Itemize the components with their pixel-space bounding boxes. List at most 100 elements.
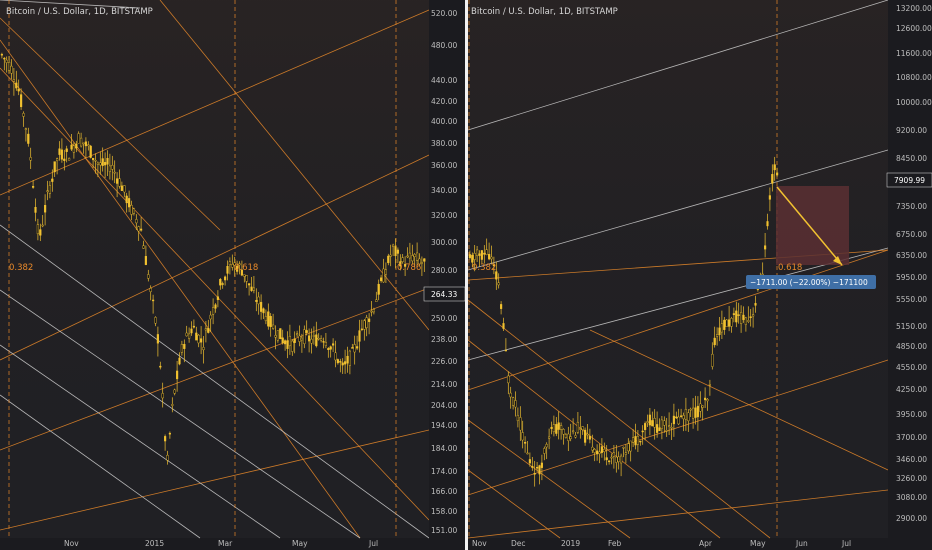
left-fib-0618: 0.618: [234, 263, 258, 273]
orange-trend-line[interactable]: [0, 287, 430, 451]
measure-box[interactable]: [776, 186, 849, 265]
x-tick-label: Jul: [841, 539, 851, 548]
white-trend-line[interactable]: [0, 344, 281, 539]
y-tick-label: 6750.00: [896, 230, 927, 239]
candle: [288, 324, 291, 355]
panel-divider[interactable]: [465, 0, 468, 550]
candle: [358, 319, 361, 353]
orange-trend-line[interactable]: [0, 39, 361, 539]
candle: [351, 343, 354, 349]
white-trend-line[interactable]: [467, 0, 889, 131]
orange-trend-line[interactable]: [589, 329, 889, 471]
orange-trend-line[interactable]: [467, 249, 889, 391]
white-trend-line[interactable]: [0, 224, 430, 539]
y-tick-label: 226.00: [431, 357, 457, 366]
x-tick-label: Mar: [218, 539, 233, 548]
candle: [675, 411, 678, 420]
candle: [540, 454, 543, 481]
candle: [120, 181, 123, 192]
candle: [401, 253, 404, 264]
right-chart-panel: Bitcoin / U.S. Dollar, 1D, BITSTAMP 0.38…: [467, 0, 932, 548]
y-tick-label: 280.00: [431, 266, 457, 275]
candle: [228, 257, 231, 275]
orange-trend-line[interactable]: [0, 429, 430, 531]
candle: [550, 421, 553, 435]
candle: [766, 213, 769, 230]
orange-trend-line[interactable]: [467, 419, 631, 539]
candle: [209, 311, 212, 333]
candle: [75, 140, 78, 153]
orange-trend-line[interactable]: [0, 17, 221, 231]
candle: [692, 398, 695, 429]
candle: [641, 425, 644, 445]
orange-trend-line[interactable]: [467, 339, 721, 539]
left-x-axis-ticks: Nov 2015 Mar May Jul: [64, 539, 378, 548]
white-trend-line[interactable]: [0, 0, 141, 9]
x-tick-label: Dec: [511, 539, 526, 548]
candle: [51, 169, 54, 192]
measure-arrowhead: [833, 256, 842, 265]
candle: [211, 298, 215, 325]
orange-trend-line[interactable]: [467, 469, 561, 539]
candle: [257, 291, 260, 315]
orange-trend-line[interactable]: [0, 154, 430, 361]
candle: [291, 339, 294, 356]
candle: [132, 207, 135, 216]
x-tick-label: Nov: [472, 539, 487, 548]
candle: [730, 316, 733, 333]
candle: [135, 214, 138, 230]
candle: [473, 245, 476, 272]
candle: [639, 440, 642, 446]
candle: [171, 397, 174, 413]
candle: [634, 423, 637, 450]
candle: [476, 245, 479, 263]
candle: [96, 161, 99, 178]
y-tick-label: 360.00: [431, 161, 457, 170]
candle: [615, 444, 618, 473]
candle: [137, 225, 140, 241]
white-trend-line[interactable]: [0, 394, 201, 539]
candle: [646, 414, 649, 428]
candle: [82, 142, 85, 154]
candle: [260, 294, 263, 320]
candle: [495, 261, 498, 290]
candle: [754, 295, 757, 313]
orange-trend-line[interactable]: [467, 489, 889, 539]
candle: [286, 331, 289, 359]
candle: [339, 358, 342, 373]
right-price-axis[interactable]: [888, 0, 932, 538]
y-tick-label: 184.00: [431, 444, 457, 453]
candle: [214, 303, 217, 313]
white-trend-line[interactable]: [467, 247, 889, 361]
candle: [262, 307, 265, 319]
right-trend-lines: [467, 0, 889, 539]
candle: [322, 337, 325, 349]
candle: [308, 328, 311, 353]
candle: [243, 274, 246, 283]
left-price-axis[interactable]: [429, 0, 465, 538]
white-trend-line[interactable]: [467, 149, 889, 271]
candle: [423, 258, 426, 272]
candle: [327, 347, 330, 358]
candle: [41, 215, 44, 228]
y-tick-label: 10800.00: [896, 73, 932, 82]
candle: [627, 438, 630, 454]
white-trend-line[interactable]: [0, 289, 361, 539]
measure-arrow[interactable]: [776, 186, 843, 266]
orange-trend-line[interactable]: [467, 359, 889, 496]
y-tick-label: 174.00: [431, 467, 457, 476]
left-fib-0786: 0.786: [397, 263, 421, 273]
x-tick-label: Jul: [368, 539, 378, 548]
right-candles: [468, 156, 779, 487]
left-fib-0382: 0.382: [9, 263, 33, 273]
candle: [250, 277, 253, 292]
x-tick-label: May: [750, 539, 766, 548]
y-tick-label: 12600.00: [896, 24, 932, 33]
candle: [279, 328, 282, 340]
candle: [387, 253, 390, 266]
candle: [706, 398, 709, 411]
candle: [648, 407, 651, 436]
orange-trend-line[interactable]: [467, 299, 771, 539]
candle: [296, 330, 299, 338]
orange-trend-line[interactable]: [0, 9, 430, 196]
